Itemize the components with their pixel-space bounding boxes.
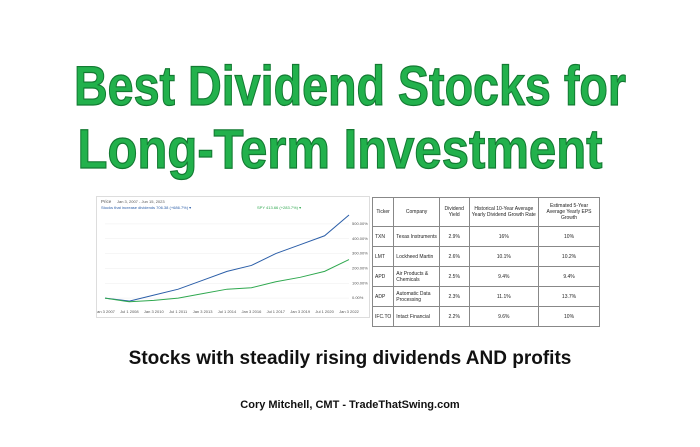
table-cell: 2.3%	[438, 286, 470, 307]
table-cell: IFC.TO	[371, 306, 395, 327]
x-tick-label: Jan 3 2013	[193, 309, 214, 314]
table-row: LMT Lockheed Martin 2.6% 10.1% 10.2%	[371, 246, 600, 267]
y-tick-label: 400.00%	[352, 236, 368, 241]
chart: Price Jan 3, 2007 - Jun 15, 2023 Stocks …	[96, 196, 370, 318]
credit: Cory Mitchell, CMT - TradeThatSwing.com	[240, 399, 460, 411]
table-row: TXN Texas Instruments 2.9% 16% 10%	[371, 226, 600, 247]
header-cell: Historical 10-Year Average Yearly Divide…	[468, 197, 540, 227]
table-cell: 2.6%	[438, 246, 470, 267]
header-cell: Company	[393, 197, 440, 227]
table-row: APD Air Products & Chemicals 2.5% 9.4% 9.4%	[371, 266, 600, 287]
series-line	[104, 214, 350, 302]
y-tick-label: 200.00%	[352, 265, 368, 270]
table-row: IFC.TO Intact Financial 2.2% 9.6% 10%	[371, 306, 600, 327]
table-cell: 16%	[468, 226, 540, 247]
date-range: Jan 3, 2007 - Jun 15, 2023	[117, 199, 165, 204]
table-cell: 10%	[538, 226, 600, 247]
table-cell: 2.2%	[438, 306, 470, 327]
table-row: ADP Automatic Data Processing 2.3% 11.1% 13.…	[371, 286, 600, 307]
table-cell: TXN	[371, 226, 395, 247]
title-line: Best Dividend Stocks for	[74, 60, 626, 117]
table-cell: Lockheed Martin	[393, 246, 440, 267]
table-cell: 9.4%	[538, 266, 600, 287]
x-tick-label: Jul 1 2014	[218, 309, 237, 314]
x-tick-label: Jul 1 2020	[315, 309, 334, 314]
table-body: TXN Texas Instruments 2.9% 16% 10% LMT Lockhee…	[371, 226, 600, 327]
table-cell: LMT	[371, 246, 395, 267]
x-tick-label: Jul 1 2008	[120, 309, 139, 314]
x-tick-label: Jan 3 2022	[339, 309, 360, 314]
x-tick-label: Jan 3 2019	[290, 309, 311, 314]
table-cell: 2.9%	[438, 226, 470, 247]
table-cell: Intact Financial	[393, 306, 440, 327]
table-cell: 11.1%	[468, 286, 540, 307]
table-cell: 2.5%	[438, 266, 470, 287]
title: Best Dividend Stocks for Long-Term Inves…	[73, 60, 626, 181]
table: Ticker Company Dividend Yield Historical 10…	[371, 197, 600, 327]
title-line: Long-Term Investment	[78, 117, 603, 180]
header-row: Ticker Company Dividend Yield Historical 10…	[371, 197, 600, 227]
header-cell: Dividend Yield	[438, 197, 470, 227]
x-tick-label: Jul 1 2011	[169, 309, 188, 314]
table-cell: Air Products & Chemicals	[393, 266, 440, 287]
header-cell: Ticker	[371, 197, 395, 227]
table-cell: 9.6%	[468, 306, 540, 327]
subtitle: Stocks with steadily rising dividends AN…	[128, 348, 572, 369]
y-tick-label: 300.00%	[352, 251, 368, 256]
table-cell: Automatic Data Processing	[393, 286, 440, 307]
table-cell: APD	[371, 266, 395, 287]
x-tick-label: Jan 3 2007	[96, 309, 116, 314]
x-tick-label: Jul 1 2017	[267, 309, 286, 314]
table-cell: Texas Instruments	[393, 226, 440, 247]
legend-entry: Stocks that increase dividends 706.38 (+…	[101, 205, 191, 210]
y-tick-label: 100.00%	[352, 280, 368, 285]
header-cell: Estimated 5-Year Average Yearly EPS Grow…	[538, 197, 600, 227]
legend-entry: SPY 413.66 (+283.7%) ▾	[257, 205, 301, 210]
y-tick-label: 500.00%	[352, 221, 368, 226]
table-cell: 10.2%	[538, 246, 600, 267]
chart-title: Price	[101, 199, 112, 204]
table-cell: 13.7%	[538, 286, 600, 307]
table-cell: 10%	[538, 306, 600, 327]
table-cell: 9.4%	[468, 266, 540, 287]
series-line	[104, 259, 350, 303]
x-tick-label: Jan 3 2010	[144, 309, 165, 314]
x-tick-label: Jan 3 2016	[242, 309, 263, 314]
y-tick-label: 0.00%	[352, 295, 364, 300]
table-cell: ADP	[371, 286, 395, 307]
table-cell: 10.1%	[468, 246, 540, 267]
